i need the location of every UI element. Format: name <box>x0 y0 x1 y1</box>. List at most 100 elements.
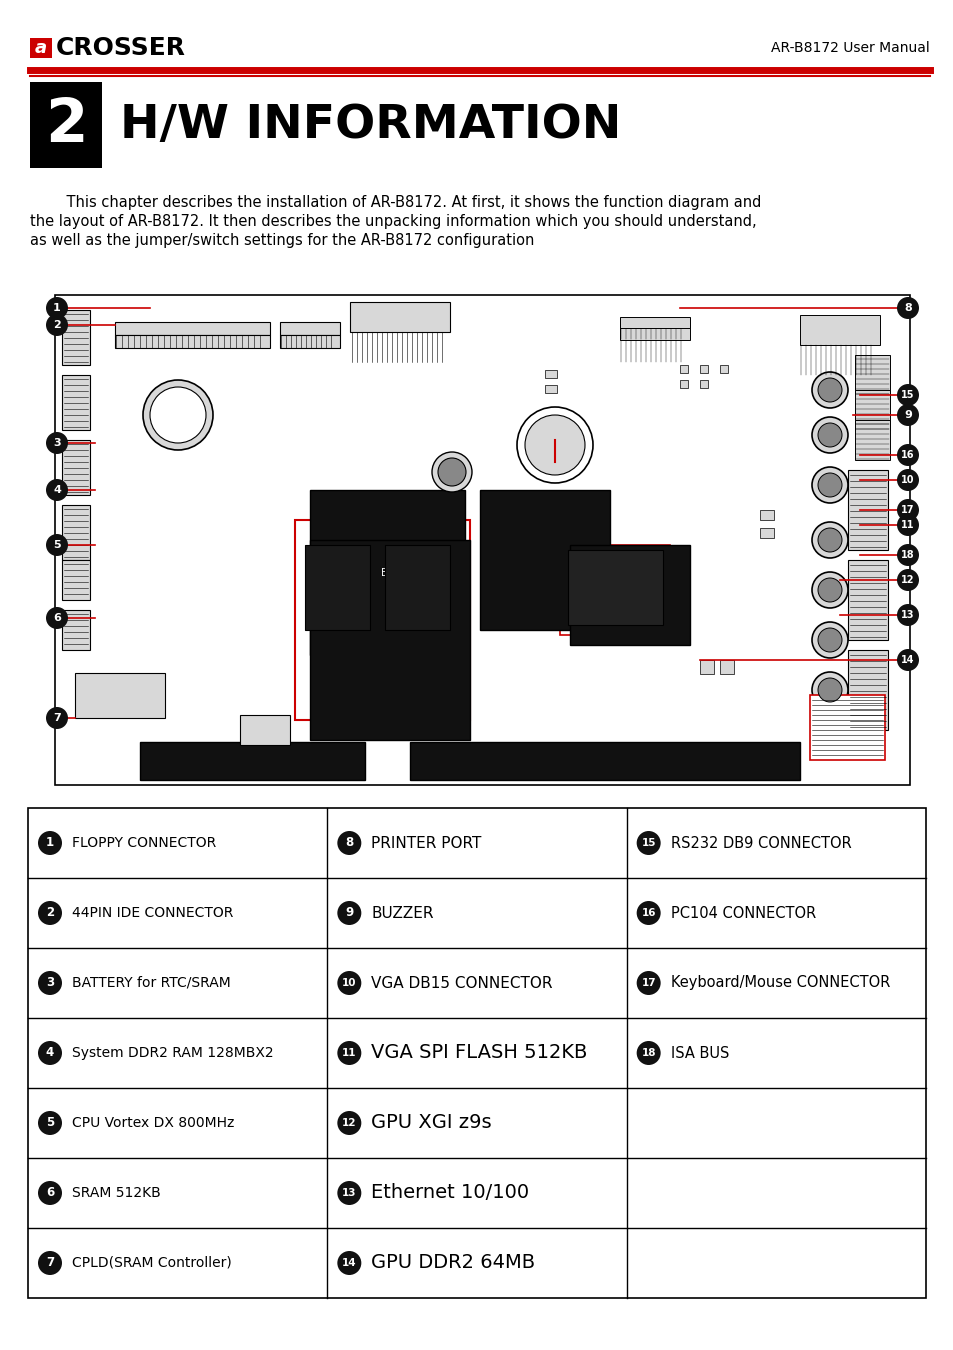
Text: RS232 DB9 CONNECTOR: RS232 DB9 CONNECTOR <box>670 836 850 850</box>
Circle shape <box>437 458 465 486</box>
Text: BUZZER: BUZZER <box>371 906 434 921</box>
Bar <box>567 549 662 625</box>
Circle shape <box>811 467 847 504</box>
Circle shape <box>817 378 841 402</box>
Bar <box>700 364 707 373</box>
Circle shape <box>150 387 206 443</box>
Circle shape <box>38 900 62 925</box>
Circle shape <box>38 1181 62 1206</box>
Text: 16: 16 <box>901 450 914 460</box>
Text: VGA DB15 CONNECTOR: VGA DB15 CONNECTOR <box>371 976 552 991</box>
Text: 9: 9 <box>345 906 354 919</box>
Circle shape <box>817 628 841 652</box>
Bar <box>679 379 687 387</box>
Bar <box>75 674 165 718</box>
Text: 16: 16 <box>640 909 656 918</box>
Bar <box>410 743 800 780</box>
Text: 18: 18 <box>901 549 914 560</box>
Text: 15: 15 <box>901 390 914 400</box>
Bar <box>62 610 90 649</box>
Circle shape <box>46 315 68 336</box>
Circle shape <box>817 472 841 497</box>
Text: 7: 7 <box>46 1257 54 1269</box>
Text: 6: 6 <box>46 1187 54 1200</box>
Circle shape <box>811 373 847 408</box>
Circle shape <box>896 500 918 521</box>
Circle shape <box>811 672 847 707</box>
Text: 5: 5 <box>46 1116 54 1130</box>
Circle shape <box>38 832 62 855</box>
Circle shape <box>817 578 841 602</box>
Text: 7: 7 <box>53 713 61 724</box>
Bar <box>62 505 90 560</box>
Text: CPLD(SRAM Controller): CPLD(SRAM Controller) <box>71 1256 232 1270</box>
Text: 14: 14 <box>901 655 914 666</box>
Circle shape <box>46 297 68 319</box>
Bar <box>619 317 689 328</box>
Bar <box>55 296 909 784</box>
Bar <box>479 490 609 630</box>
Bar <box>800 315 879 346</box>
Bar <box>847 649 887 730</box>
Bar <box>62 440 90 495</box>
Text: 11: 11 <box>342 1048 356 1058</box>
Circle shape <box>817 528 841 552</box>
Bar <box>310 490 464 655</box>
Text: 3: 3 <box>46 976 54 990</box>
Text: 2: 2 <box>53 320 61 329</box>
Circle shape <box>337 1251 361 1274</box>
Text: 4: 4 <box>53 485 61 495</box>
Circle shape <box>896 603 918 626</box>
Circle shape <box>636 1041 660 1065</box>
Text: FLOPPY CONNECTOR: FLOPPY CONNECTOR <box>71 836 216 850</box>
Circle shape <box>337 1041 361 1065</box>
Text: 4: 4 <box>46 1046 54 1060</box>
Circle shape <box>636 900 660 925</box>
Bar <box>809 695 884 760</box>
Text: 8: 8 <box>903 302 911 313</box>
Text: Ethernet 10/100: Ethernet 10/100 <box>371 1184 529 1203</box>
Text: PC104 CONNECTOR: PC104 CONNECTOR <box>670 906 815 921</box>
Circle shape <box>524 414 584 475</box>
Circle shape <box>337 1111 361 1135</box>
Bar <box>115 335 270 348</box>
Circle shape <box>817 423 841 447</box>
Text: 17: 17 <box>901 505 914 514</box>
Bar <box>115 323 270 335</box>
Bar <box>847 560 887 640</box>
Text: This chapter describes the installation of AR-B8172. At first, it shows the func: This chapter describes the installation … <box>48 194 760 211</box>
Circle shape <box>337 832 361 855</box>
Bar <box>720 364 727 373</box>
Text: 17: 17 <box>640 977 656 988</box>
Text: B7: B7 <box>380 567 394 578</box>
Bar <box>544 370 557 378</box>
Text: 6: 6 <box>53 613 61 622</box>
Circle shape <box>46 432 68 454</box>
Text: 10: 10 <box>342 977 356 988</box>
Bar <box>305 545 370 630</box>
Bar <box>569 545 689 645</box>
Circle shape <box>811 522 847 558</box>
Text: H/W INFORMATION: H/W INFORMATION <box>120 103 620 147</box>
Text: System DDR2 RAM 128MBX2: System DDR2 RAM 128MBX2 <box>71 1046 274 1060</box>
Bar <box>700 379 707 387</box>
Bar <box>854 355 889 396</box>
Circle shape <box>811 572 847 608</box>
Bar <box>62 560 90 599</box>
Bar <box>28 809 925 1297</box>
Circle shape <box>38 1111 62 1135</box>
Text: 12: 12 <box>901 575 914 585</box>
Circle shape <box>337 1181 361 1206</box>
Bar <box>854 390 889 431</box>
Circle shape <box>811 622 847 657</box>
Bar <box>350 302 450 332</box>
Text: 3: 3 <box>53 437 61 448</box>
Circle shape <box>46 479 68 501</box>
Text: 1: 1 <box>53 302 61 313</box>
Circle shape <box>38 971 62 995</box>
Text: 12: 12 <box>342 1118 356 1129</box>
Text: 13: 13 <box>901 610 914 620</box>
Text: 14: 14 <box>342 1258 356 1268</box>
Text: 2: 2 <box>45 96 88 154</box>
Circle shape <box>896 544 918 566</box>
